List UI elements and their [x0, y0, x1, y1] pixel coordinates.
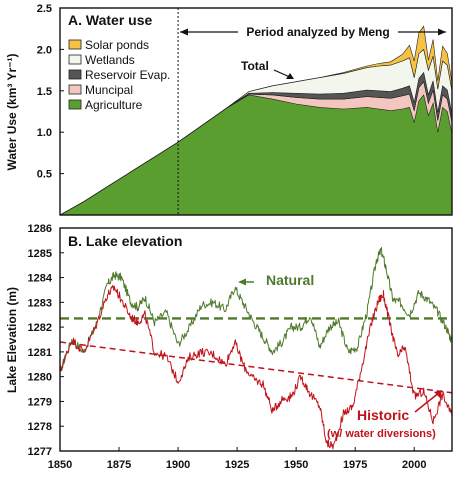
y-axis-label-a: Water Use (km³ Yr⁻¹): [5, 53, 19, 170]
x-tick-label: 1850: [48, 459, 72, 471]
y-axis-label-b: Lake Elevation (m): [5, 287, 19, 393]
historic-sub-label: (w/ water diversions): [327, 428, 436, 440]
y-tick-label: 1284: [28, 273, 53, 285]
natural-annotation: Natural: [238, 272, 314, 288]
x-tick-label: 1875: [107, 459, 131, 471]
y-tick-label: 1279: [28, 396, 52, 408]
y-axis-ticks: 0.5 1.0 1.5 2.0 2.5: [37, 3, 64, 181]
area-agriculture: [59, 94, 453, 216]
total-label: Total: [241, 59, 269, 73]
x-tick-label: 1900: [166, 459, 190, 471]
panel-lake-elevation: 1277 1278 1279 1280 1281 1282 1283 1284 1285 1286…: [5, 223, 453, 471]
legend-label: Muncipal: [85, 83, 133, 97]
y-tick-label: 2.0: [37, 44, 52, 56]
y-tick-label: 2.5: [37, 3, 52, 15]
period-annotation: Period analyzed by Meng: [180, 25, 446, 39]
plot-frame-a: [59, 7, 453, 216]
panel-water-use: Period analyzed by Meng Total Solar pond…: [5, 3, 453, 216]
natural-label: Natural: [266, 272, 314, 288]
arrowhead-right-icon: [438, 28, 446, 36]
legend-swatch: [68, 54, 82, 65]
legend-label: Solar ponds: [85, 38, 149, 52]
y-axis-ticks-b: 1277 1278 1279 1280 1281 1282 1283 1284 1285 1286: [28, 223, 64, 458]
series-lines: [59, 247, 453, 450]
y-tick-label: 1.5: [37, 86, 52, 98]
legend-swatch: [68, 84, 82, 95]
legend-label: Wetlands: [85, 53, 135, 67]
series-line-historic: [59, 284, 453, 450]
arrowhead-natural-icon: [238, 278, 246, 286]
plot-frame-b: [59, 227, 453, 452]
y-tick-label: 1280: [28, 372, 52, 384]
arrowhead-left-icon: [180, 28, 188, 36]
legend-label: Agriculture: [85, 98, 143, 112]
y-tick-label: 1281: [28, 347, 52, 359]
historic-label: Historic: [357, 407, 409, 423]
x-tick-label: 2000: [402, 459, 426, 471]
series-line-natural: [59, 247, 453, 372]
trend-reference-line: [59, 341, 453, 394]
y-tick-label: 1277: [28, 446, 52, 458]
x-tick-label: 1950: [284, 459, 308, 471]
total-annotation: Total: [241, 59, 294, 79]
legend-label: Reservoir Evap.: [85, 68, 170, 82]
period-label: Period analyzed by Meng: [246, 25, 389, 39]
legend-swatch: [68, 69, 82, 80]
x-tick-label: 1975: [343, 459, 367, 471]
legend-swatch: [68, 99, 82, 110]
panel-b-title: B. Lake elevation: [68, 233, 182, 249]
legend-swatch: [68, 39, 82, 50]
y-tick-label: 1282: [28, 322, 52, 334]
reference-lines: [59, 317, 453, 394]
arrowhead-total-icon: [286, 73, 294, 79]
arrowhead-historic-icon: [434, 390, 442, 398]
y-tick-label: 1278: [28, 421, 52, 433]
y-tick-label: 1286: [28, 223, 52, 235]
panel-a-title: A. Water use: [68, 12, 152, 28]
x-tick-label: 1925: [225, 459, 249, 471]
historic-pointer: [414, 391, 441, 413]
y-tick-label: 1.0: [37, 127, 52, 139]
x-axis-ticks: 1850 1875 1900 1925 1950 1975 2000: [48, 447, 426, 471]
historic-annotation: Historic (w/ water diversions): [327, 390, 442, 440]
y-tick-label: 1283: [28, 297, 52, 309]
y-tick-label: 0.5: [37, 169, 52, 181]
y-tick-label: 1285: [28, 248, 52, 260]
